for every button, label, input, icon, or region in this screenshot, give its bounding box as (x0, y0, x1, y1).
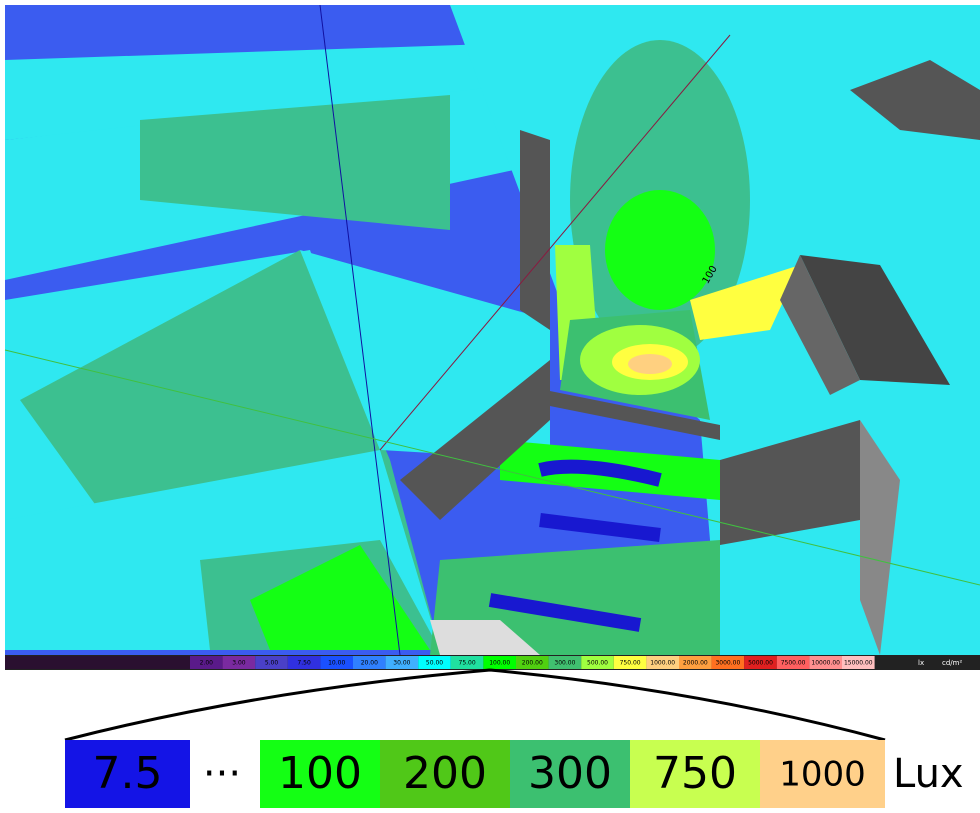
scale-label: 3000.00 (715, 660, 740, 667)
scale-label: 2000.00 (683, 660, 708, 667)
scale-label: 7500.00 (781, 660, 806, 667)
scale-label: 5000.00 (748, 660, 773, 667)
scale-label: 100.00 (489, 660, 510, 667)
legend-label: 1000 (779, 755, 866, 795)
scale-label: 20.00 (361, 660, 378, 667)
scale-label: 75.00 (459, 660, 476, 667)
zoom-legend: 7.5 100 200 300 750 1000 ··· Lux (65, 740, 964, 808)
legend-label: 200 (403, 748, 487, 799)
legend-ellipsis: ··· (203, 751, 241, 797)
zoom-lines (65, 670, 885, 740)
scale-label: 3.00 (232, 660, 246, 667)
scale-label: 1000.00 (650, 660, 675, 667)
legend-label: 7.5 (93, 748, 163, 799)
screenshot: 100 2.00 3.00 5.00 7.50 10.00 20.00 30.00 50.00… (0, 0, 980, 809)
scene: 100 (5, 5, 980, 660)
scale-bar: 2.00 3.00 5.00 7.50 10.00 20.00 30.00 50.00 75.0… (5, 656, 962, 669)
scale-label: 10.00 (328, 660, 345, 667)
legend-label: 300 (528, 748, 612, 799)
scale-label: 2.00 (200, 660, 214, 667)
scale-label: 200.00 (522, 660, 543, 667)
scale-label: 7.50 (297, 660, 311, 667)
scale-label: 300.00 (554, 660, 575, 667)
unit-button[interactable]: cd/m² (942, 659, 962, 667)
scale-label: 5.00 (265, 660, 279, 667)
scale-label: 10000.00 (811, 660, 840, 667)
scale-label: 500.00 (587, 660, 608, 667)
legend-label: 750 (653, 748, 737, 799)
scale-dark (5, 656, 190, 669)
legend-unit: Lux (893, 751, 964, 797)
unit-button[interactable]: lx (918, 659, 924, 667)
scale-label: 30.00 (393, 660, 410, 667)
legend-label: 100 (278, 748, 362, 799)
scale-label: 50.00 (426, 660, 443, 667)
scale-label: 750.00 (620, 660, 641, 667)
scale-label: 15000.00 (844, 660, 873, 667)
